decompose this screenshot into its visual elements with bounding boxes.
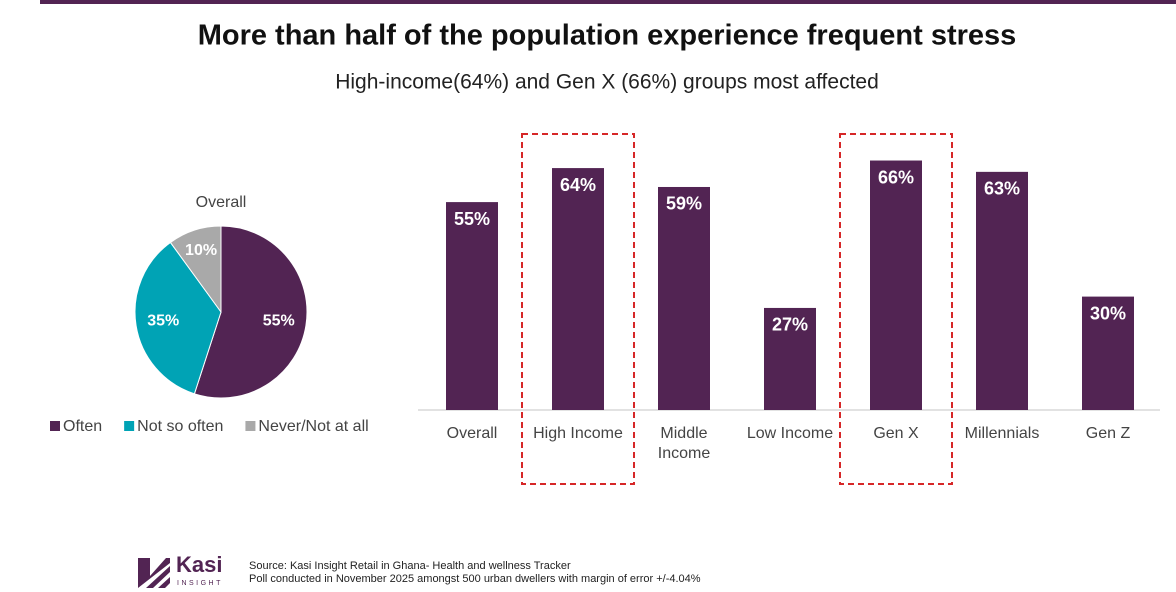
logo-tagline: INSIGHT (177, 580, 223, 587)
highlight-box (521, 133, 635, 485)
pie-slice (134, 241, 222, 395)
logo-name: Kasi (176, 552, 222, 577)
pie-label: 10% (185, 242, 217, 259)
subtitle: High-income(64%) and Gen X (66%) groups … (335, 71, 879, 94)
bar-label: 59% (666, 194, 702, 214)
pie-slice (169, 225, 222, 314)
bar-label: 66% (878, 167, 914, 187)
source: Source: Kasi Insight Retail in Ghana- He… (249, 560, 571, 572)
bar (976, 171, 1028, 410)
bar (1082, 296, 1134, 410)
bar-label: 27% (772, 315, 808, 335)
legend-swatch (50, 421, 60, 431)
note: Poll conducted in November 2025 amongst … (249, 573, 701, 585)
bar-label: 63% (984, 179, 1020, 199)
pie-label: 55% (263, 312, 295, 329)
x-tick-label: Millennials (965, 425, 1040, 442)
x-tick-label: High Income (533, 425, 623, 442)
pie-slice (193, 225, 308, 399)
legend-label: Often (63, 418, 102, 435)
logo-mark (138, 558, 170, 588)
title: More than half of the population experie… (198, 20, 1017, 52)
pie-title: Overall (196, 194, 247, 211)
x-tick-label: Low Income (747, 425, 833, 442)
bar (552, 168, 604, 410)
x-tick-label: Gen Z (1086, 425, 1131, 442)
x-tick-label: Middle Income (658, 425, 711, 462)
logo-mark (146, 566, 170, 588)
x-tick-label: Gen X (873, 425, 919, 442)
bar (658, 186, 710, 410)
x-tick-label: Overall (447, 425, 498, 442)
bar-label: 30% (1090, 303, 1126, 323)
bar (870, 160, 922, 410)
pie-label: 35% (147, 312, 179, 329)
legend-label: Not so often (137, 418, 223, 435)
highlight-box (839, 133, 953, 485)
top-rule (40, 0, 1176, 4)
bar (764, 307, 816, 410)
legend-swatch (124, 421, 135, 431)
bar (446, 202, 498, 410)
legend-swatch (245, 421, 256, 431)
bar-label: 64% (560, 175, 596, 195)
logo (138, 558, 170, 588)
legend-label: Never/Not at all (258, 418, 368, 435)
bar-label: 55% (454, 209, 490, 229)
